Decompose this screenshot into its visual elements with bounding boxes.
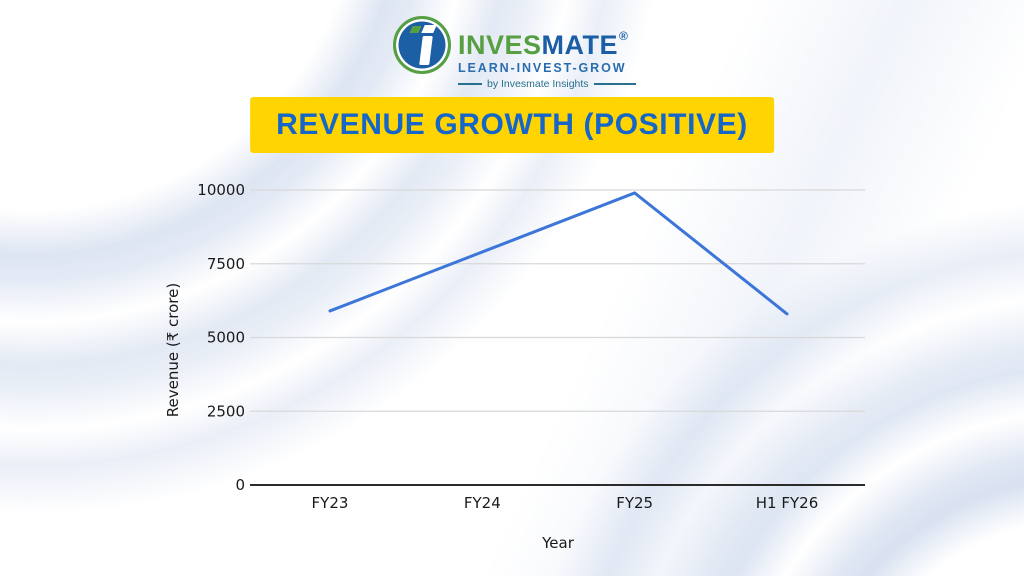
revenue-line-chart: 0 2500 5000 7500 10000 FY23 FY24 FY25 H1 FY26	[197, 181, 865, 512]
registered-trademark-icon: ®	[619, 29, 629, 43]
x-axis-title: Year	[542, 534, 574, 552]
y-tick-label: 10000	[197, 181, 245, 199]
x-tick-label: FY23	[312, 494, 349, 512]
x-tick-label: FY24	[464, 494, 501, 512]
byline-text: by Invesmate Insights	[487, 78, 589, 90]
byline-dash-right	[593, 83, 636, 85]
chart-title-banner: REVENUE GROWTH (POSITIVE)	[250, 97, 774, 153]
y-tick-label: 7500	[207, 255, 245, 273]
logo-text-block: INVESMATE® LEARN-INVEST-GROW by Invesmat…	[458, 21, 636, 90]
brand-part-inves: INVES	[458, 30, 542, 60]
revenue-series-line	[328, 191, 789, 316]
byline-dash-left	[458, 83, 482, 85]
invesmate-logo-icon	[393, 16, 451, 74]
y-tick-label: 2500	[207, 402, 245, 420]
chart-title-text: REVENUE GROWTH (POSITIVE)	[276, 108, 748, 141]
y-tick-label: 5000	[207, 329, 245, 347]
logo-tagline: LEARN-INVEST-GROW	[458, 61, 627, 75]
x-tick-label: H1 FY26	[756, 494, 818, 512]
logo-byline: by Invesmate Insights	[458, 78, 636, 90]
y-tick-label: 0	[235, 476, 245, 494]
brand-name: INVESMATE®	[458, 21, 636, 60]
x-tick-label: FY25	[616, 494, 653, 512]
brand-part-mate: MATE	[541, 30, 619, 60]
y-axis-title: Revenue (₹ crore)	[164, 282, 182, 418]
